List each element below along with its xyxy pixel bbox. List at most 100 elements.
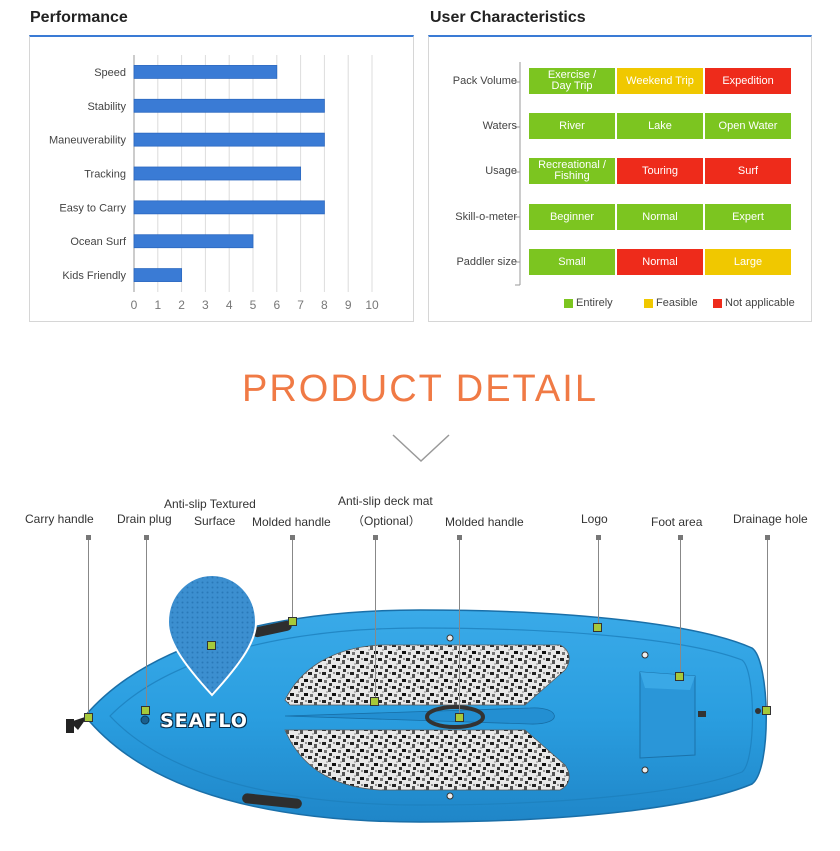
leader-logo — [598, 537, 599, 623]
leader-dot — [290, 535, 295, 540]
leader-dot — [144, 535, 149, 540]
legend-not-applicable: Not applicable — [713, 297, 795, 309]
x-tick-label: 1 — [154, 298, 161, 312]
x-tick-label: 2 — [178, 298, 185, 312]
callout-deck-mat-line1: Anti-slip deck mat — [338, 494, 433, 508]
x-tick-label: 4 — [226, 298, 233, 312]
deck-mat-bottom — [284, 729, 570, 791]
leader-dot — [765, 535, 770, 540]
callout-molded-handle-center: Molded handle — [445, 515, 524, 529]
marker-logo — [593, 623, 602, 632]
bar-tracking — [133, 166, 302, 181]
legend-feasible: Feasible — [644, 297, 698, 309]
marker-molded-handle-center — [455, 713, 464, 722]
leader-drainage-hole — [767, 537, 768, 706]
user-characteristics-title: User Characteristics — [430, 9, 586, 26]
x-tick-label: 7 — [297, 298, 304, 312]
marker-carry-handle — [84, 713, 93, 722]
uc-row-label-waters: Waters — [482, 120, 517, 132]
category-label: Tracking — [84, 169, 126, 181]
legend-swatch-green — [564, 298, 573, 308]
leader-dot — [373, 535, 378, 540]
uc-row-label-pack-volume: Pack Volume — [452, 75, 517, 87]
leader-dot — [457, 535, 462, 540]
x-tick-label: 10 — [365, 298, 379, 312]
legend-label: Feasible — [656, 297, 698, 309]
callout-drain-plug: Drain plug — [117, 512, 172, 526]
x-tick-label: 5 — [250, 298, 257, 312]
chevron-down-icon — [392, 434, 450, 463]
bar-maneuverability — [133, 132, 325, 147]
uc-cell-recreational-fishing: Recreational / Fishing — [529, 158, 615, 184]
user-characteristics-panel: Pack Volume Exercise / Day Trip Weekend … — [428, 35, 812, 322]
uc-cell-lake: Lake — [617, 113, 703, 139]
uc-cell-weekend-trip: Weekend Trip — [617, 68, 703, 94]
x-tick-label: 6 — [273, 298, 280, 312]
uc-axis — [515, 62, 521, 286]
uc-row-label-paddler-size: Paddler size — [456, 256, 517, 268]
category-label: Ocean Surf — [70, 236, 127, 248]
callout-foot-area: Foot area — [651, 515, 703, 529]
x-tick-label: 3 — [202, 298, 209, 312]
uc-cell-normal-size: Normal — [617, 249, 703, 275]
uc-cell-normal-skill: Normal — [617, 204, 703, 230]
leader-foot-area — [680, 537, 681, 672]
x-tick-label: 9 — [345, 298, 352, 312]
texture-zoom-balloon — [166, 573, 258, 697]
performance-title: Performance — [30, 9, 128, 26]
leader-molded-handle-center — [459, 537, 460, 713]
callout-drainage-hole: Drainage hole — [733, 512, 808, 526]
seaflo-logo: SEAFLO — [160, 710, 248, 732]
marker-deck-mat — [370, 697, 379, 706]
marker-drain-plug — [141, 706, 150, 715]
category-label: Maneuverability — [49, 135, 127, 147]
legend-label: Entirely — [576, 297, 613, 309]
callout-molded-handle-left: Molded handle — [252, 515, 331, 529]
leader-dot — [86, 535, 91, 540]
callout-carry-handle: Carry handle — [25, 512, 94, 526]
marker-drainage-hole — [762, 706, 771, 715]
legend-swatch-red — [713, 298, 722, 308]
bar-easy-to-carry — [133, 200, 325, 215]
x-tick-label: 8 — [321, 298, 328, 312]
uc-cell-large: Large — [705, 249, 791, 275]
leader-dot — [678, 535, 683, 540]
callout-anti-slip-surface-line2: Surface — [194, 514, 236, 528]
uc-cell-expedition: Expedition — [705, 68, 791, 94]
category-label: Speed — [94, 67, 126, 79]
bar-kids-friendly — [133, 268, 182, 282]
leader-molded-handle-left — [292, 537, 293, 621]
leader-deck-mat — [375, 537, 376, 698]
product-detail-title: PRODUCT DETAIL — [242, 368, 598, 410]
uc-cell-small: Small — [529, 249, 615, 275]
uc-cell-surf: Surf — [705, 158, 791, 184]
bar-stability — [133, 98, 325, 113]
callout-logo: Logo — [581, 512, 608, 526]
callout-anti-slip-surface-line1: Anti-slip Textured — [164, 497, 256, 511]
category-label: Easy to Carry — [59, 202, 126, 214]
uc-cell-exercise-day-trip: Exercise / Day Trip — [529, 68, 615, 94]
molded-handle-center — [425, 705, 485, 729]
uc-cell-open-water: Open Water — [705, 113, 791, 139]
bar-speed — [133, 65, 278, 79]
uc-cell-river: River — [529, 113, 615, 139]
uc-cell-beginner: Beginner — [529, 204, 615, 230]
performance-chart: Speed Stability Maneuverability Tracking Eas… — [49, 55, 379, 312]
category-label: Kids Friendly — [62, 270, 126, 282]
legend-entirely: Entirely — [564, 297, 613, 309]
legend-swatch-yellow — [644, 298, 653, 308]
marker-molded-handle-left — [288, 617, 297, 626]
performance-panel: Speed Stability Maneuverability Tracking Eas… — [29, 35, 414, 322]
bar-ocean-surf — [133, 234, 254, 249]
uc-row-label-skill-o-meter: Skill-o-meter — [455, 211, 517, 223]
category-label: Stability — [87, 101, 126, 113]
leader-dot — [596, 535, 601, 540]
legend-label: Not applicable — [725, 297, 795, 309]
callout-deck-mat-line2: （Optional） — [352, 514, 421, 528]
uc-cell-touring: Touring — [617, 158, 703, 184]
x-tick-label: 0 — [131, 298, 138, 312]
leader-drain-plug — [146, 537, 147, 710]
uc-row-label-usage: Usage — [485, 165, 517, 177]
paddle-board-illustration — [66, 573, 767, 823]
marker-anti-slip-surface — [207, 641, 216, 650]
